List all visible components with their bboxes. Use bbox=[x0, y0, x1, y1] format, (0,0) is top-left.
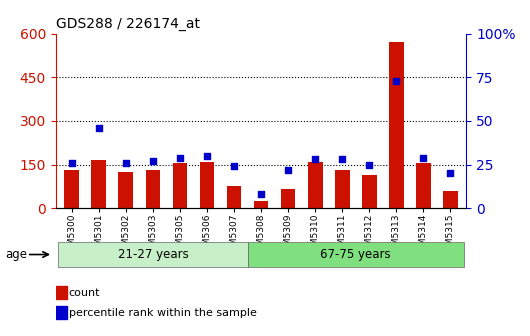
Bar bbox=[119, 172, 134, 208]
Text: age: age bbox=[5, 248, 28, 261]
Point bbox=[311, 157, 319, 162]
Text: 21-27 years: 21-27 years bbox=[118, 248, 188, 261]
Point bbox=[257, 192, 265, 197]
Bar bbox=[388, 42, 403, 208]
Point bbox=[338, 157, 346, 162]
Point bbox=[392, 78, 400, 83]
Point bbox=[122, 160, 130, 166]
Bar bbox=[173, 163, 188, 208]
Bar bbox=[92, 160, 107, 208]
Text: count: count bbox=[68, 288, 100, 298]
Bar bbox=[65, 170, 80, 208]
Point bbox=[176, 155, 184, 160]
Point bbox=[95, 125, 103, 131]
Bar bbox=[248, 242, 464, 267]
Point bbox=[446, 171, 454, 176]
Point bbox=[149, 159, 157, 164]
Bar bbox=[361, 175, 376, 208]
Bar bbox=[416, 163, 430, 208]
Bar bbox=[280, 190, 296, 208]
Bar bbox=[307, 162, 322, 208]
Bar bbox=[334, 170, 349, 208]
Bar bbox=[56, 306, 67, 319]
Text: percentile rank within the sample: percentile rank within the sample bbox=[68, 308, 257, 318]
Bar bbox=[200, 162, 215, 208]
Point bbox=[203, 153, 211, 159]
Point bbox=[419, 155, 427, 160]
Point bbox=[230, 164, 239, 169]
Bar bbox=[226, 186, 242, 208]
Point bbox=[284, 167, 292, 173]
Bar bbox=[58, 242, 248, 267]
Point bbox=[365, 162, 373, 167]
Bar bbox=[56, 286, 67, 299]
Text: 67-75 years: 67-75 years bbox=[320, 248, 391, 261]
Bar bbox=[146, 170, 161, 208]
Text: GDS288 / 226174_at: GDS288 / 226174_at bbox=[56, 17, 200, 31]
Point bbox=[68, 160, 76, 166]
Bar bbox=[253, 201, 269, 208]
Bar bbox=[443, 191, 457, 208]
